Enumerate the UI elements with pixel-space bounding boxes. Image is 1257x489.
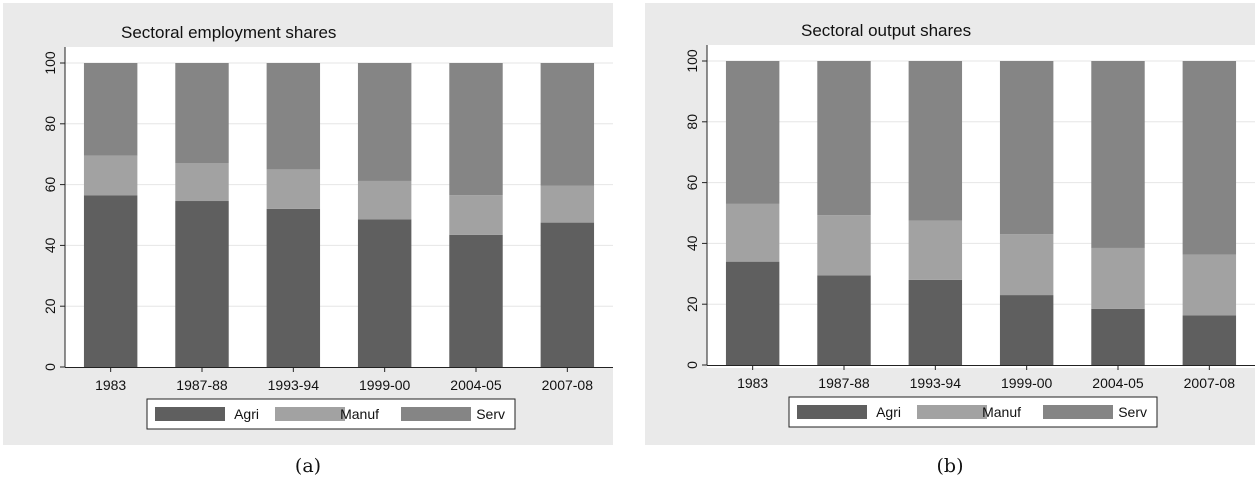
legend-label-serv: Serv (1118, 404, 1147, 420)
bar-serv-1987-88 (175, 63, 229, 164)
bar-manuf-2007-08 (1182, 254, 1237, 316)
bar-agri-2004-05 (1091, 308, 1145, 365)
x-tick-label: 1987-88 (818, 375, 870, 391)
bar-agri-2007-08 (1182, 315, 1237, 365)
bar-agri-2007-08 (540, 222, 595, 367)
x-tick-label: 2004-05 (450, 377, 502, 393)
bar-agri-1983 (83, 195, 138, 367)
bar-serv-2004-05 (1091, 61, 1145, 248)
bar-agri-2004-05 (449, 234, 503, 367)
bar-manuf-1993-94 (908, 220, 963, 280)
y-tick-label: 20 (42, 298, 58, 314)
bar-agri-1999-00 (357, 219, 412, 367)
bar-serv-1999-00 (999, 61, 1054, 235)
bar-serv-1987-88 (817, 61, 871, 216)
chart-title: Sectoral employment shares (121, 23, 336, 42)
x-tick-label: 1983 (737, 375, 768, 391)
chart-panel-employment: 1983 1987-88 1993-94 1999-00 2004-05 2007-08 0… (3, 3, 613, 445)
caption-a: (a) (294, 455, 322, 477)
legend-swatch-serv (401, 407, 471, 421)
bar-agri-1993-94 (908, 279, 963, 365)
bar-serv-1993-94 (908, 61, 963, 221)
bar-serv-1999-00 (357, 63, 412, 181)
plot-area (707, 45, 1255, 368)
bar-manuf-1983 (725, 203, 780, 262)
bar-manuf-1983 (83, 155, 138, 196)
x-tick-label: 1993-94 (910, 375, 962, 391)
bar-agri-1983 (725, 261, 780, 365)
plot-area (65, 47, 613, 367)
chart-panel-output: 1983 1987-88 1993-94 1999-00 2004-05 2007-08 0… (645, 3, 1255, 445)
y-tick-label: 20 (684, 296, 700, 312)
legend-label-serv: Serv (476, 406, 505, 422)
bar-serv-1983 (725, 61, 780, 204)
chart-title: Sectoral output shares (801, 21, 971, 40)
legend-swatch-manuf (275, 407, 345, 421)
bar-manuf-2004-05 (449, 195, 503, 235)
y-tick-label: 80 (42, 116, 58, 132)
bar-manuf-1987-88 (817, 215, 871, 276)
legend-label-agri: Agri (234, 406, 259, 422)
caption-b: (b) (936, 455, 964, 477)
y-tick-label: 100 (42, 51, 58, 75)
bar-serv-2004-05 (449, 63, 503, 196)
y-tick-label: 40 (684, 235, 700, 251)
y-tick-label: 0 (684, 361, 700, 369)
x-tick-label: 2007-08 (1184, 375, 1236, 391)
x-tick-label: 1999-00 (359, 377, 411, 393)
bar-serv-1993-94 (266, 63, 321, 170)
bar-agri-1987-88 (817, 275, 871, 365)
bar-manuf-1999-00 (357, 180, 412, 220)
x-tick-label: 2004-05 (1092, 375, 1144, 391)
output-shares-chart: 1983 1987-88 1993-94 1999-00 2004-05 2007-08 0… (684, 21, 1255, 428)
bar-manuf-2007-08 (540, 185, 595, 223)
y-tick-label: 80 (684, 114, 700, 130)
x-tick-label: 1999-00 (1001, 375, 1053, 391)
bar-serv-2007-08 (540, 63, 595, 186)
legend-label-manuf: Manuf (340, 406, 379, 422)
legend-label-agri: Agri (876, 404, 901, 420)
legend-swatch-serv (1043, 405, 1113, 419)
y-tick-label: 40 (42, 237, 58, 253)
legend-swatch-agri (155, 407, 225, 421)
x-tick-label: 1983 (95, 377, 126, 393)
y-tick-label: 100 (684, 49, 700, 73)
x-tick-label: 2007-08 (542, 377, 594, 393)
legend-swatch-agri (797, 405, 867, 419)
bar-serv-1983 (83, 63, 138, 156)
legend-label-manuf: Manuf (982, 404, 1021, 420)
bar-agri-1987-88 (175, 201, 229, 367)
bar-serv-2007-08 (1182, 61, 1237, 255)
employment-shares-chart: 1983 1987-88 1993-94 1999-00 2004-05 2007-08 0… (42, 23, 613, 430)
y-tick-label: 0 (42, 363, 58, 371)
y-tick-label: 60 (684, 175, 700, 191)
bar-agri-1993-94 (266, 208, 321, 367)
bar-manuf-1993-94 (266, 169, 321, 209)
x-tick-label: 1993-94 (268, 377, 320, 393)
bar-manuf-1999-00 (999, 234, 1054, 296)
bar-manuf-1987-88 (175, 163, 229, 202)
x-tick-label: 1987-88 (176, 377, 228, 393)
bar-agri-1999-00 (999, 295, 1054, 365)
y-tick-label: 60 (42, 177, 58, 193)
bar-manuf-2004-05 (1091, 247, 1145, 309)
legend-swatch-manuf (917, 405, 987, 419)
